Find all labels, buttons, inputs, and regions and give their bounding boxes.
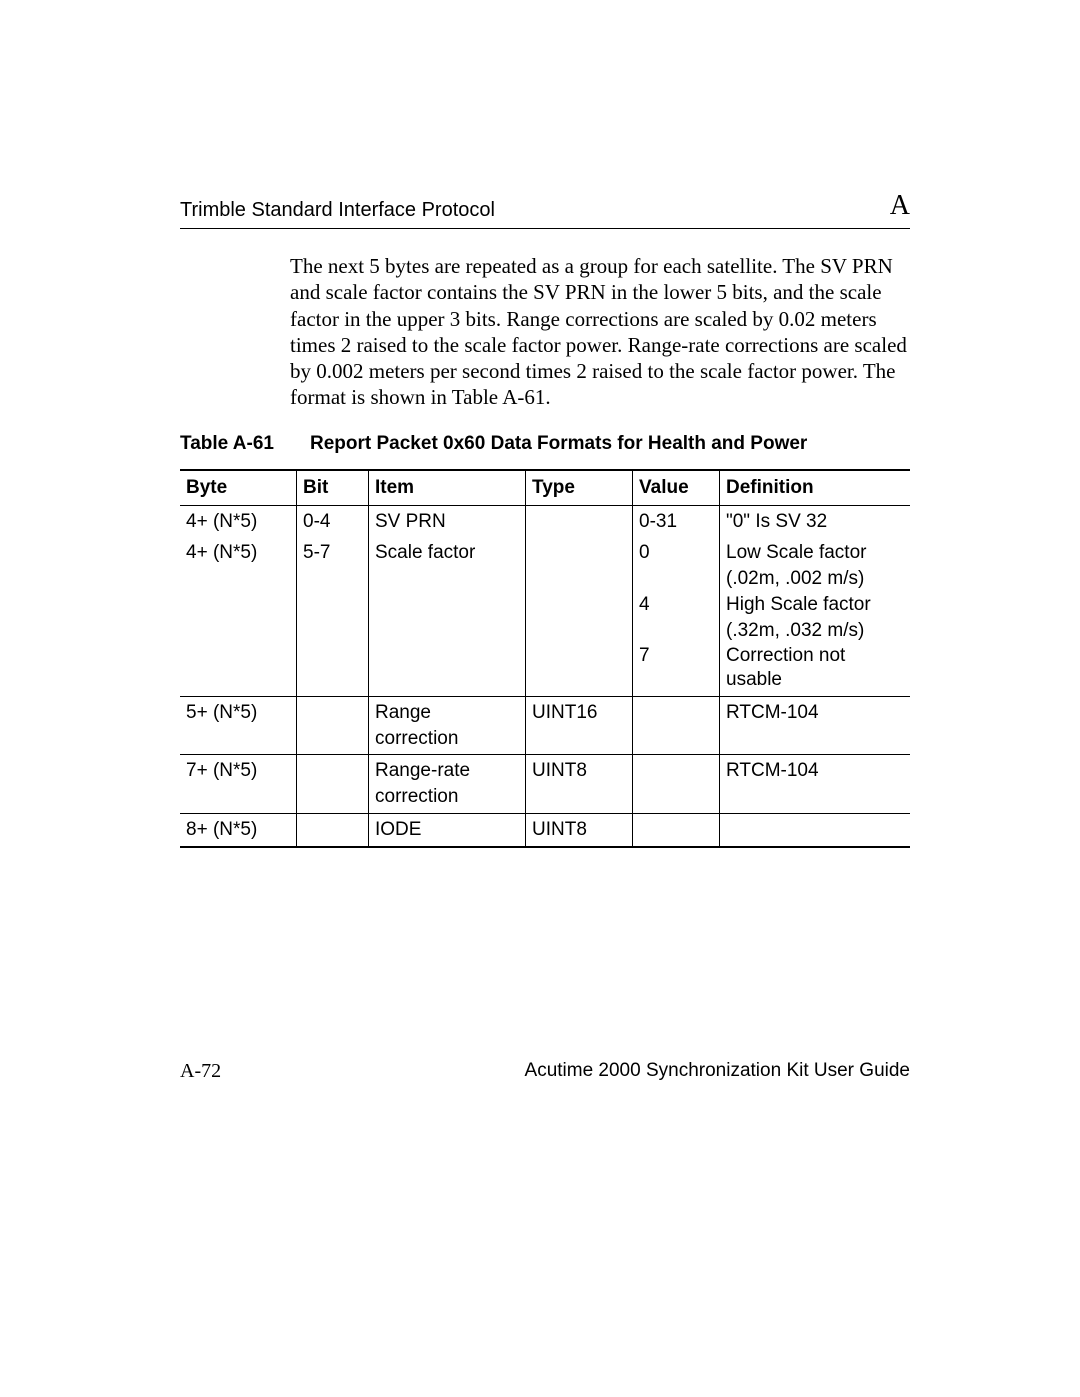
table-cell: 4+ (N*5) xyxy=(180,505,297,537)
table-cell: UINT8 xyxy=(526,755,633,814)
table-cell: RTCM-104 xyxy=(720,755,911,814)
table-cell xyxy=(526,505,633,537)
header-title: Trimble Standard Interface Protocol xyxy=(180,199,495,222)
table-cell: Scale factor xyxy=(369,537,526,696)
col-header-value: Value xyxy=(633,470,720,506)
table-caption-title: Report Packet 0x60 Data Formats for Heal… xyxy=(310,433,910,455)
table-row: 4+ (N*5)5-7Scale factor 0 4 7Low Scale fa… xyxy=(180,537,910,696)
page: Trimble Standard Interface Protocol A Th… xyxy=(0,0,1080,1397)
table-cell xyxy=(297,755,369,814)
col-header-definition: Definition xyxy=(720,470,911,506)
col-header-item: Item xyxy=(369,470,526,506)
table-cell: Low Scale factor(.02m, .002 m/s)High Sca… xyxy=(720,537,911,696)
table-cell xyxy=(633,755,720,814)
table-cell: 5-7 xyxy=(297,537,369,696)
header-appendix-letter: A xyxy=(890,190,910,222)
table-cell xyxy=(297,696,369,755)
table-cell: RTCM-104 xyxy=(720,696,911,755)
table-caption: Table A-61 Report Packet 0x60 Data Forma… xyxy=(180,433,910,455)
table-cell: Rangecorrection xyxy=(369,696,526,755)
col-header-bit: Bit xyxy=(297,470,369,506)
table-cell xyxy=(526,537,633,696)
table-cell: 5+ (N*5) xyxy=(180,696,297,755)
table-cell: 7+ (N*5) xyxy=(180,755,297,814)
table-cell xyxy=(633,696,720,755)
page-number: A-72 xyxy=(180,1060,221,1083)
page-footer: A-72 Acutime 2000 Synchronization Kit Us… xyxy=(180,1060,910,1083)
table-cell: UINT16 xyxy=(526,696,633,755)
table-cell xyxy=(297,813,369,846)
table-header-row: Byte Bit Item Type Value Definition xyxy=(180,470,910,506)
table-cell: 0-4 xyxy=(297,505,369,537)
table-cell: 0-31 xyxy=(633,505,720,537)
page-header: Trimble Standard Interface Protocol A xyxy=(180,190,910,229)
body-paragraph: The next 5 bytes are repeated as a group… xyxy=(290,253,910,411)
col-header-type: Type xyxy=(526,470,633,506)
table-caption-label: Table A-61 xyxy=(180,433,310,455)
table-cell: 8+ (N*5) xyxy=(180,813,297,846)
data-table: Byte Bit Item Type Value Definition 4+ (… xyxy=(180,469,910,848)
table-row: 7+ (N*5) Range-ratecorrectionUINT8 RTCM-10… xyxy=(180,755,910,814)
table-cell: IODE xyxy=(369,813,526,846)
table-row: 8+ (N*5) IODEUINT8 xyxy=(180,813,910,846)
table-row: 5+ (N*5) RangecorrectionUINT16 RTCM-104 xyxy=(180,696,910,755)
table-cell: UINT8 xyxy=(526,813,633,846)
col-header-byte: Byte xyxy=(180,470,297,506)
table-cell xyxy=(633,813,720,846)
table-cell: 0 4 7 xyxy=(633,537,720,696)
table-cell: Range-ratecorrection xyxy=(369,755,526,814)
table-cell: SV PRN xyxy=(369,505,526,537)
table-cell: "0" Is SV 32 xyxy=(720,505,911,537)
footer-guide-title: Acutime 2000 Synchronization Kit User Gu… xyxy=(525,1060,910,1083)
table-row: 4+ (N*5)0-4SV PRN 0-31"0" Is SV 32 xyxy=(180,505,910,537)
table-cell xyxy=(720,813,911,846)
table-cell: 4+ (N*5) xyxy=(180,537,297,696)
